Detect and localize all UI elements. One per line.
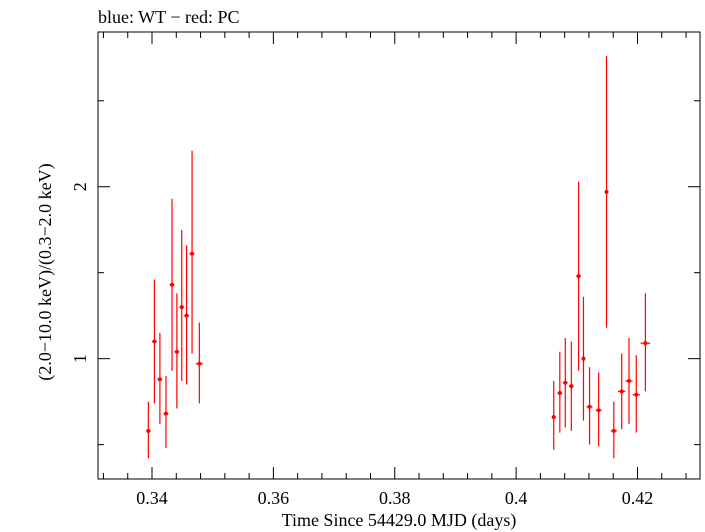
plot-frame (97, 31, 701, 480)
point-marker (174, 349, 179, 354)
data-point (618, 353, 626, 430)
point-marker (197, 361, 202, 366)
point-marker (576, 274, 581, 279)
data-point (632, 355, 640, 433)
point-marker (152, 339, 157, 344)
x-tick-label: 0.42 (622, 488, 654, 508)
point-marker (163, 411, 168, 416)
data-point (145, 401, 151, 459)
x-tick-label: 0.34 (136, 488, 168, 508)
data-point (184, 245, 190, 385)
y-tick-label: 1 (70, 354, 90, 363)
point-marker (634, 392, 639, 397)
point-marker (557, 391, 562, 396)
point-marker (596, 408, 601, 413)
point-marker (611, 428, 616, 433)
point-marker (587, 404, 592, 409)
data-point (576, 181, 582, 371)
point-marker (643, 341, 648, 346)
x-tick-label: 0.38 (379, 488, 411, 508)
data-point (195, 322, 203, 404)
data-point (157, 332, 163, 424)
chart-title: blue: WT − red: PC (98, 7, 239, 27)
data-point (586, 367, 593, 445)
data-point (551, 381, 556, 450)
point-marker (619, 389, 624, 394)
data-point (562, 338, 568, 428)
point-marker (604, 189, 609, 194)
data-point (189, 150, 195, 354)
point-marker (184, 313, 189, 318)
y-axis-label: (2.0−10.0 keV)/(0.3−2.0 keV) (35, 163, 56, 380)
data-point (163, 375, 169, 449)
y-tick-labels: 12 (70, 182, 90, 363)
x-tick-label: 0.36 (258, 488, 290, 508)
data-point (595, 372, 602, 447)
point-marker (157, 377, 162, 382)
data-point (625, 338, 633, 424)
point-marker (170, 282, 175, 287)
data-point (174, 293, 180, 409)
point-marker (563, 380, 568, 385)
x-axis-label: Time Since 54429.0 MJD (days) (282, 510, 517, 531)
point-marker (551, 415, 556, 420)
data-point (604, 56, 609, 328)
point-marker (146, 428, 151, 433)
data-point (568, 341, 574, 431)
y-tick-label: 2 (70, 182, 90, 191)
axis-ticks (98, 32, 700, 479)
point-marker (581, 356, 586, 361)
data-point (610, 401, 617, 459)
data-point (640, 293, 651, 392)
point-marker (569, 384, 574, 389)
point-marker (626, 379, 631, 384)
data-point (169, 198, 175, 371)
data-points (145, 56, 651, 459)
point-marker (179, 305, 184, 310)
x-tick-labels: 0.34 0.36 0.38 0.4 0.42 (136, 488, 653, 508)
data-point (557, 351, 563, 433)
point-marker (190, 251, 195, 256)
x-tick-label: 0.4 (505, 488, 528, 508)
data-point (152, 279, 157, 404)
data-point (581, 296, 586, 421)
data-point (179, 229, 185, 382)
